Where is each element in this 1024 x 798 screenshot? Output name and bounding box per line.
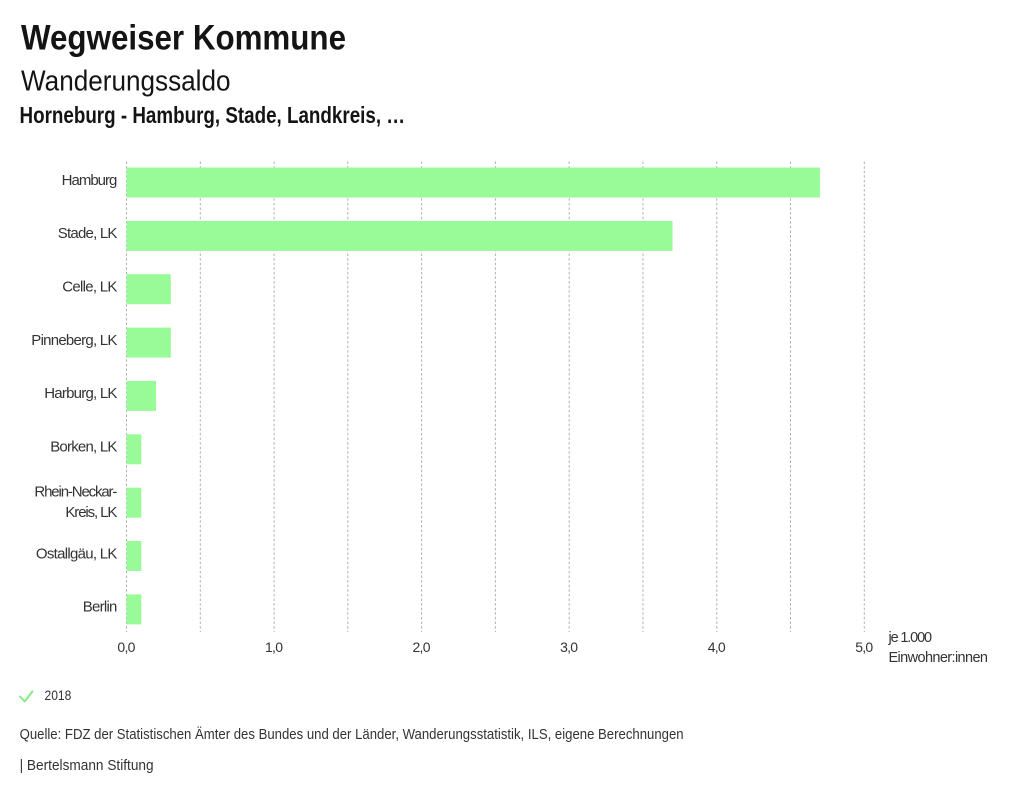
svg-text:Einwohner:innen: Einwohner:innen — [889, 650, 989, 666]
svg-text:1,0: 1,0 — [265, 639, 283, 655]
svg-text:5,0: 5,0 — [855, 639, 873, 655]
svg-text:Berlin: Berlin — [83, 599, 118, 616]
svg-text:Wegweiser Kommune: Wegweiser Kommune — [21, 18, 346, 57]
svg-text:3,0: 3,0 — [560, 639, 578, 655]
svg-text:Borken, LK: Borken, LK — [50, 439, 117, 456]
svg-text:Quelle: FDZ der Statistischen: Quelle: FDZ der Statistischen Ämter des … — [20, 726, 684, 743]
svg-text:Harburg, LK: Harburg, LK — [44, 385, 117, 402]
svg-text:4,0: 4,0 — [708, 639, 726, 655]
svg-text:2,0: 2,0 — [413, 639, 431, 655]
svg-text:Kreis, LK: Kreis, LK — [65, 504, 117, 521]
svg-text:2018: 2018 — [45, 687, 72, 703]
svg-text:Rhein-Neckar-: Rhein-Neckar- — [34, 483, 117, 500]
svg-text:je 1.000: je 1.000 — [888, 630, 933, 646]
svg-text:Stade, LK: Stade, LK — [58, 225, 118, 242]
svg-text:Wanderungssaldo: Wanderungssaldo — [21, 65, 231, 97]
svg-text:Pinneberg, LK: Pinneberg, LK — [31, 332, 117, 349]
svg-text:Celle, LK: Celle, LK — [62, 279, 117, 296]
svg-text:| Bertelsmann Stiftung: | Bertelsmann Stiftung — [20, 758, 154, 774]
svg-text:Hamburg: Hamburg — [62, 172, 118, 189]
svg-text:Ostallgäu, LK: Ostallgäu, LK — [36, 545, 117, 562]
svg-text:Horneburg - Hamburg, Stade, La: Horneburg - Hamburg, Stade, Landkreis, … — [20, 102, 406, 128]
svg-text:0,0: 0,0 — [117, 639, 135, 655]
